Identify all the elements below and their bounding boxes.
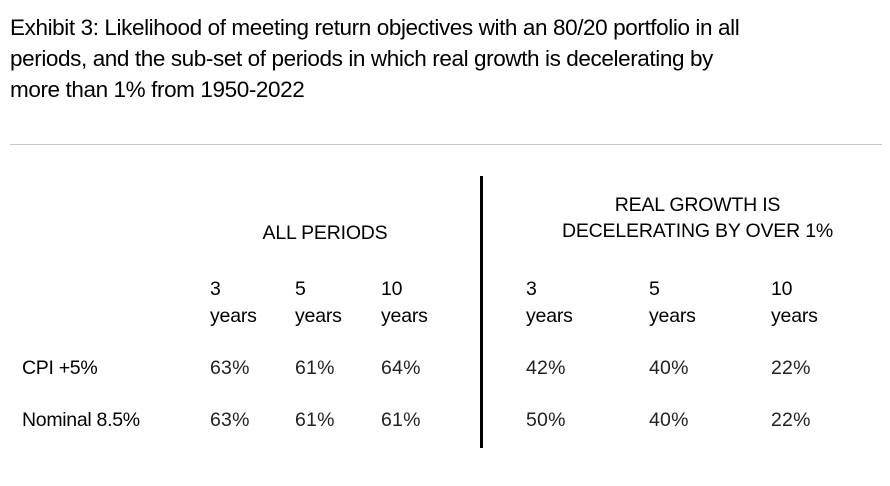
group-header-line: REAL GROWTH IS — [614, 194, 781, 216]
table-cell: 50% — [526, 409, 566, 431]
table-cell: 42% — [526, 357, 566, 379]
table-cell: 63% — [210, 357, 250, 379]
column-header-decel-10y: 10 years — [771, 276, 818, 330]
column-header-unit: years — [649, 305, 696, 327]
table-cell: 63% — [210, 409, 250, 431]
table-cell: 40% — [649, 357, 689, 379]
column-header-number: 10 — [771, 278, 793, 300]
group-header-decelerating: REAL GROWTH IS DECELERATING BY OVER 1% — [520, 192, 875, 244]
column-header-number: 3 — [526, 278, 537, 300]
column-header-unit: years — [210, 305, 257, 327]
exhibit-title-line: periods, and the sub-set of periods in w… — [10, 46, 713, 71]
group-header-all-periods: ALL PERIODS — [210, 220, 440, 246]
table-cell: 61% — [381, 409, 421, 431]
title-separator — [10, 144, 882, 145]
column-header-all-10y: 10 years — [381, 276, 428, 330]
table-cell: 61% — [295, 409, 335, 431]
table-cell: 22% — [771, 357, 811, 379]
column-header-number: 5 — [295, 278, 306, 300]
table-cell: 61% — [295, 357, 335, 379]
exhibit-title-line: more than 1% from 1950-2022 — [10, 77, 305, 102]
row-label-cpi: CPI +5% — [22, 357, 98, 379]
column-header-number: 3 — [210, 278, 221, 300]
column-header-decel-3y: 3 years — [526, 276, 573, 330]
table-cell: 22% — [771, 409, 811, 431]
column-header-decel-5y: 5 years — [649, 276, 696, 330]
table-cell: 64% — [381, 357, 421, 379]
column-header-all-5y: 5 years — [295, 276, 342, 330]
group-header-line: ALL PERIODS — [262, 222, 388, 244]
group-divider — [480, 176, 483, 448]
column-header-number: 10 — [381, 278, 403, 300]
column-header-unit: years — [295, 305, 342, 327]
row-label-nominal: Nominal 8.5% — [22, 409, 140, 431]
table-cell: 40% — [649, 409, 689, 431]
exhibit-title-line: Exhibit 3: Likelihood of meeting return … — [10, 15, 740, 40]
column-header-unit: years — [771, 305, 818, 327]
column-header-all-3y: 3 years — [210, 276, 257, 330]
column-header-number: 5 — [649, 278, 660, 300]
column-header-unit: years — [381, 305, 428, 327]
column-header-unit: years — [526, 305, 573, 327]
group-header-line: DECELERATING BY OVER 1% — [561, 220, 833, 242]
exhibit-title: Exhibit 3: Likelihood of meeting return … — [10, 12, 882, 105]
